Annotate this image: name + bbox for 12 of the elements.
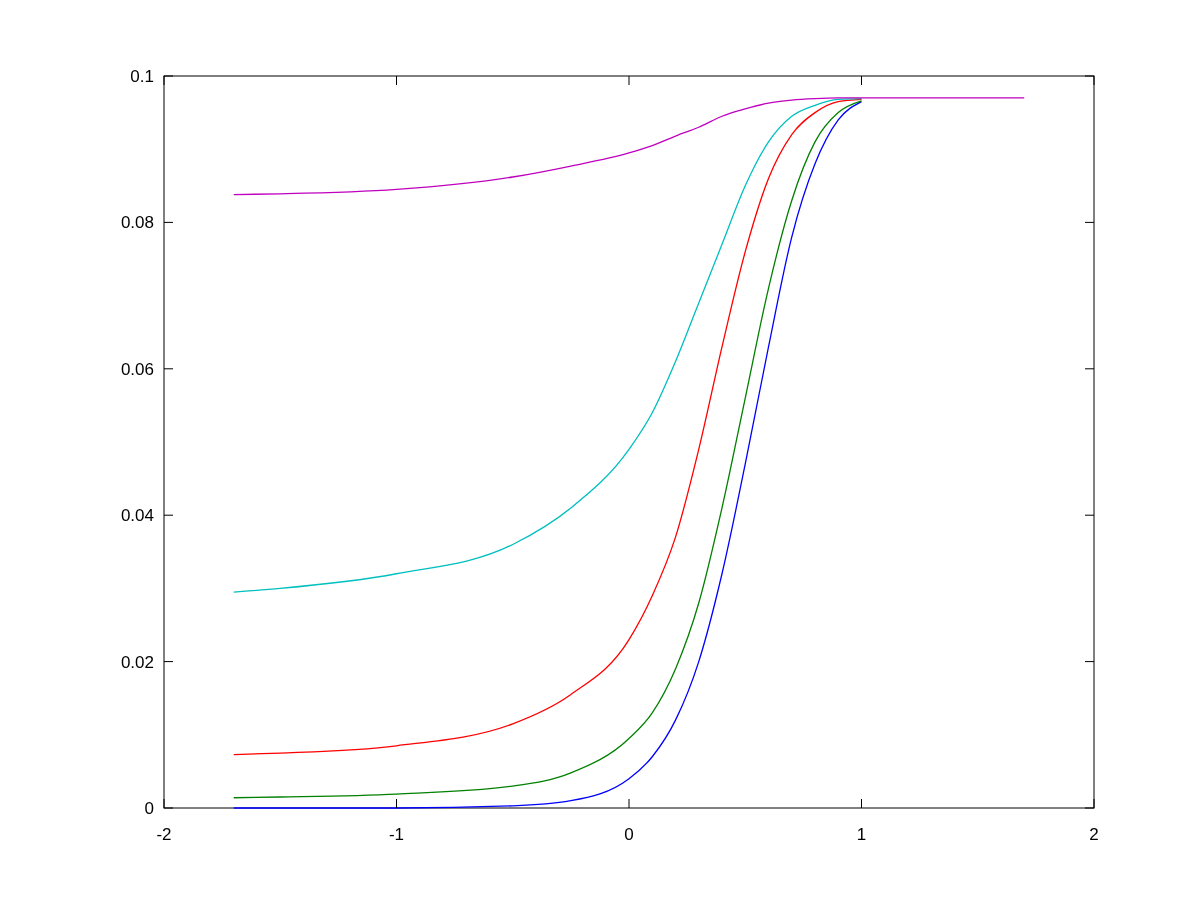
y-tick-label: 0.04 xyxy=(120,506,154,526)
y-tick-label: 0.06 xyxy=(120,359,154,379)
x-tick-label: 0 xyxy=(624,825,634,844)
x-tick-label: -2 xyxy=(156,825,172,844)
line-series xyxy=(233,97,1025,196)
x-tick-label: -1 xyxy=(388,825,405,844)
y-tick-label: 0 xyxy=(144,799,154,818)
y-tick-label: 0.1 xyxy=(130,67,154,86)
y-tick-label: 0.02 xyxy=(120,652,154,672)
y-tick-label: 0.08 xyxy=(120,213,154,233)
x-tick-label: 1 xyxy=(856,825,867,844)
x-tick-label: 2 xyxy=(1089,825,1099,844)
